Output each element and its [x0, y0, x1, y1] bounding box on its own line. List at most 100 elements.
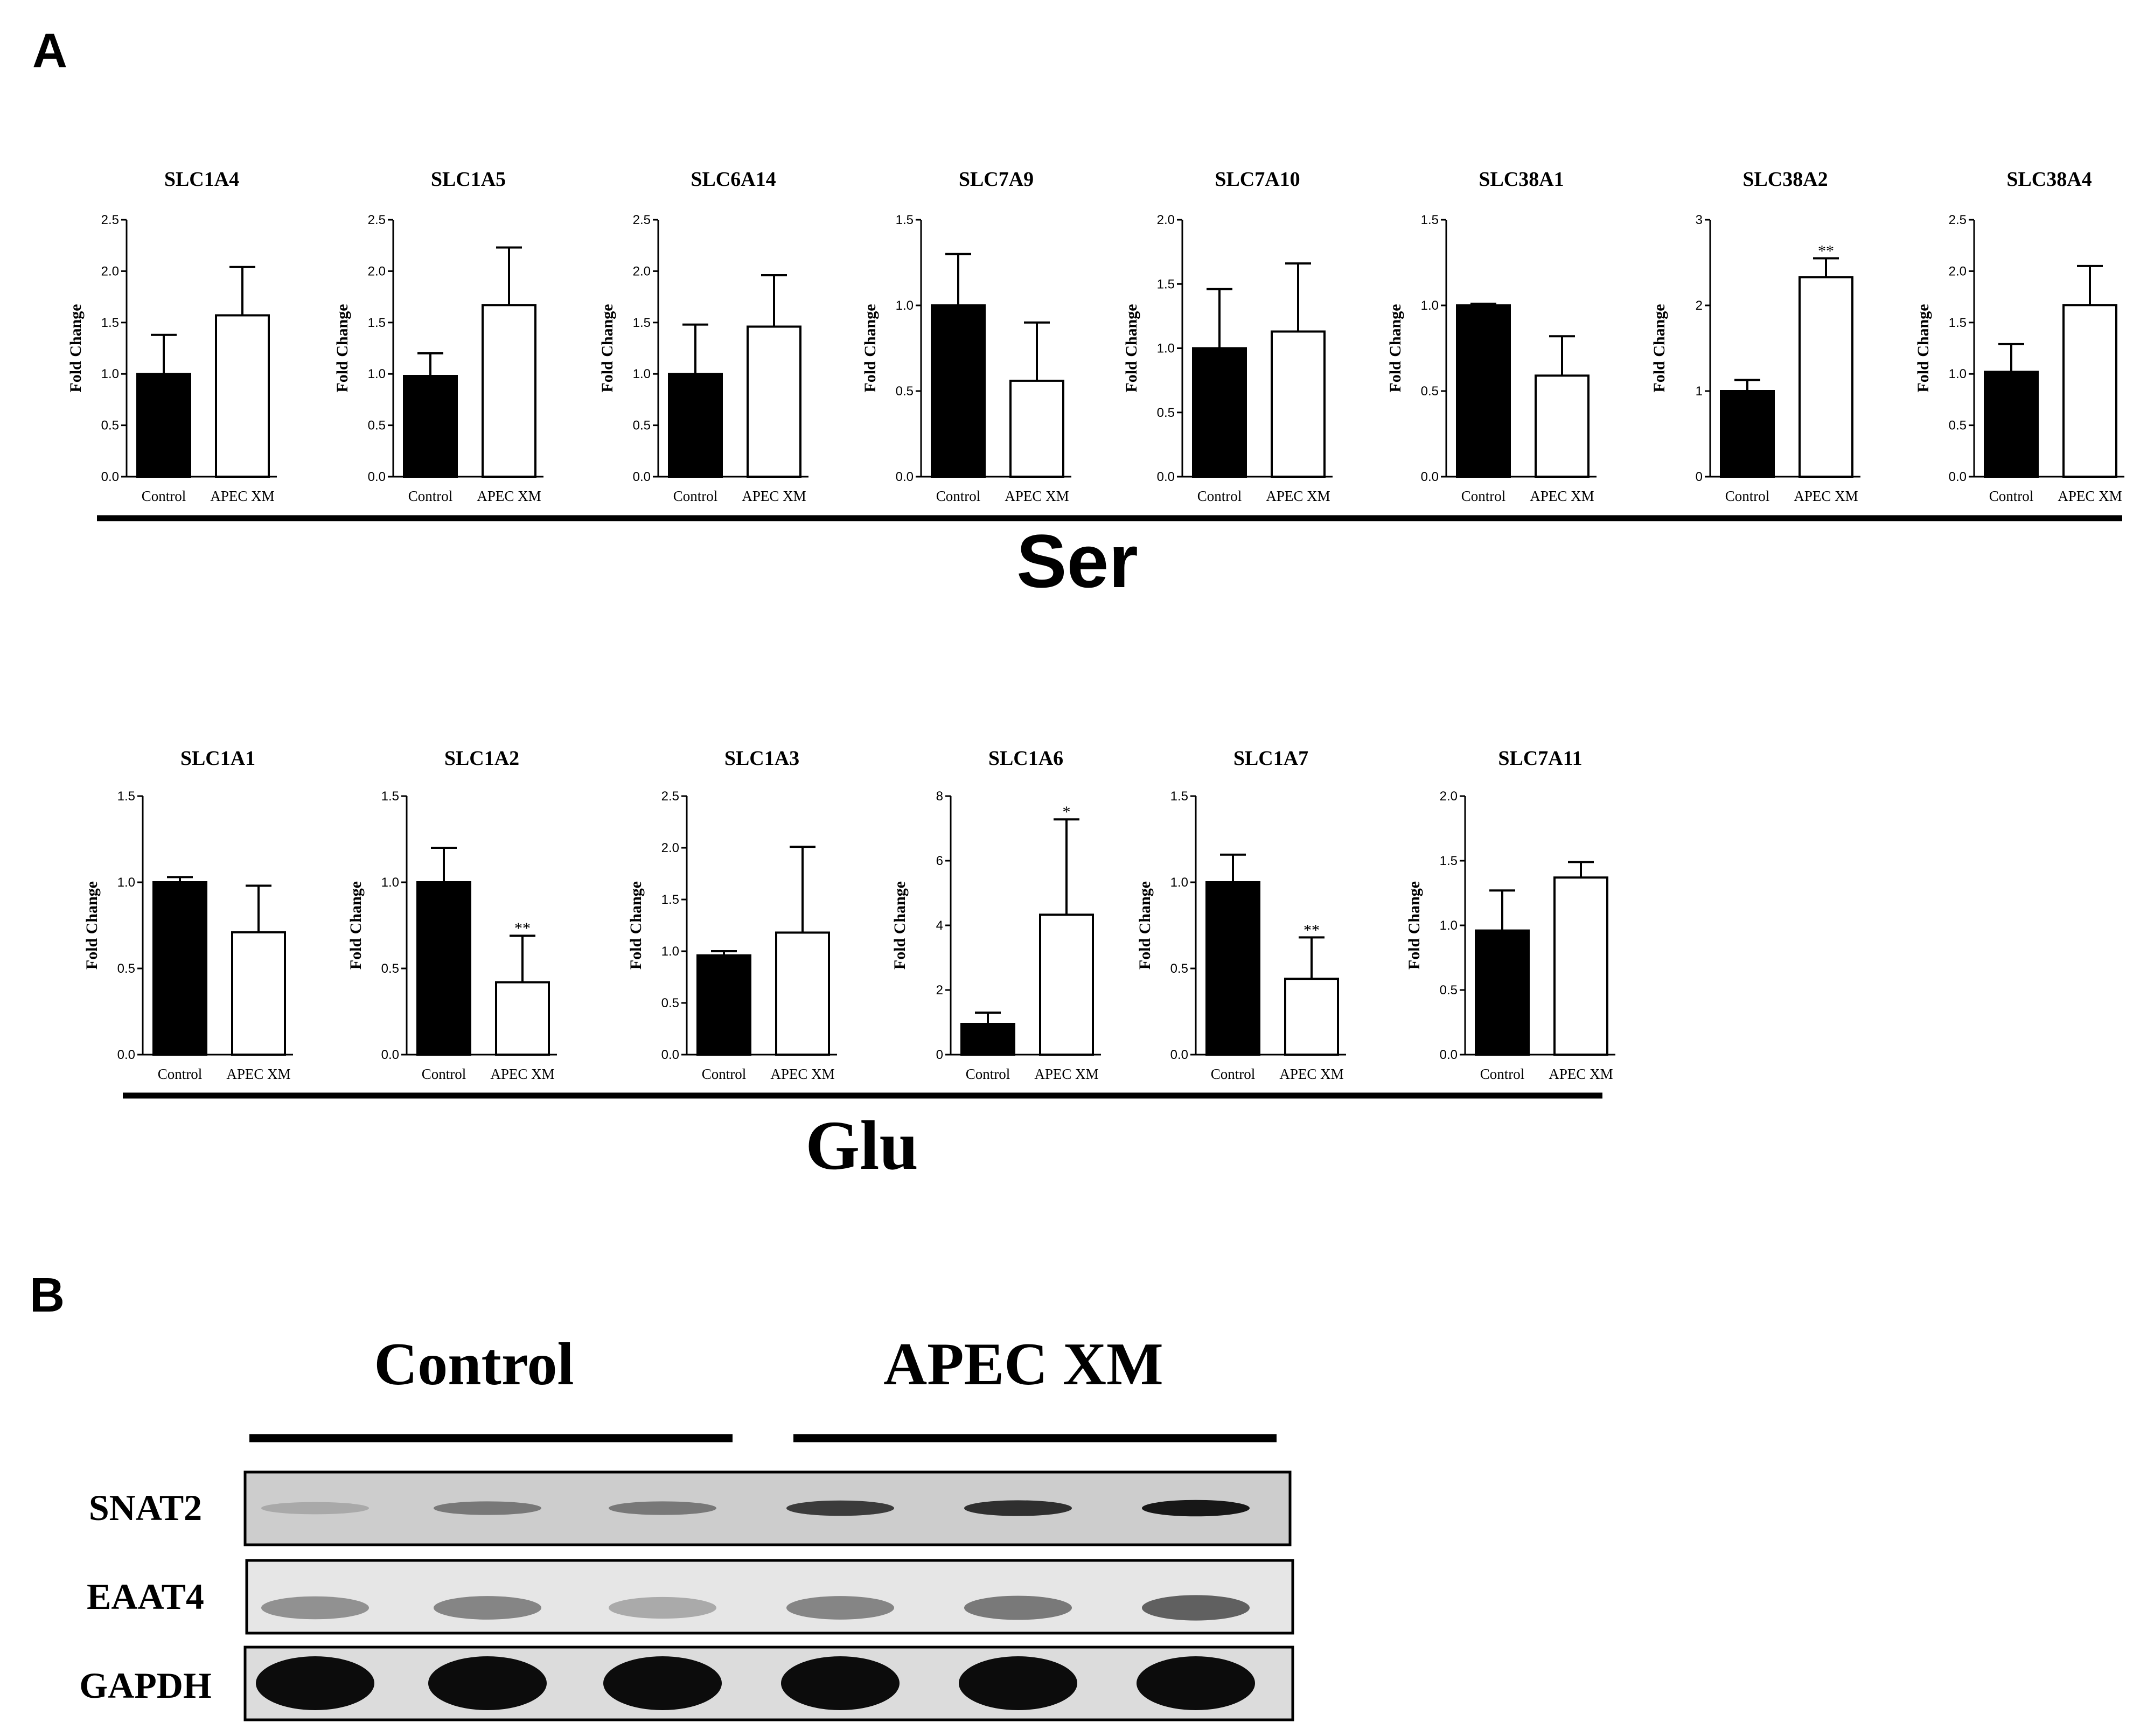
y-tick-label: 8 [936, 789, 943, 804]
y-axis-label: Fold Change [598, 304, 616, 392]
y-axis-label: Fold Change [861, 304, 879, 392]
category-label: Control [673, 488, 718, 504]
category-label: APEC XM [1794, 488, 1858, 504]
bar-apec-xm [495, 981, 550, 1056]
y-tick-label: 0.5 [1949, 419, 1967, 433]
blot-band [964, 1595, 1072, 1620]
y-tick-label: 0.5 [101, 419, 119, 433]
chart-slc1a2: SLC1A2 0.0 0.5 1.0 1.5 Fold Change Control APEC… [347, 747, 557, 1082]
bar-apec-xm [482, 304, 536, 478]
y-tick-label: 0.5 [896, 384, 914, 399]
bar-apec-xm [2062, 304, 2117, 478]
y-tick-label: 2.0 [1440, 789, 1458, 804]
blot-band [786, 1500, 894, 1516]
y-axis-label: Fold Change [83, 881, 101, 970]
chart-title: SLC38A4 [2006, 168, 2092, 191]
bar-apec-xm [747, 325, 801, 478]
y-axis-label: Fold Change [1650, 304, 1668, 392]
category-label: Control [1461, 488, 1506, 504]
category-label: Control [966, 1066, 1010, 1082]
blot-band [786, 1596, 894, 1620]
bar-control [416, 881, 471, 1056]
category-label: Control [422, 1066, 466, 1082]
category-label: APEC XM [770, 1066, 834, 1082]
y-axis-label: Fold Change [333, 304, 351, 392]
blot-column-apec-xm: APEC XM [883, 1331, 1163, 1398]
y-tick-label: 0.0 [661, 1048, 679, 1062]
chart-slc7a9: SLC7A9 0.0 0.5 1.0 1.5 Fold Change Control APEC… [861, 168, 1071, 504]
y-tick-label: 2.0 [633, 264, 651, 278]
chart-title: SLC1A4 [164, 168, 239, 191]
bar-apec-xm [1271, 330, 1326, 478]
category-label: APEC XM [490, 1066, 554, 1082]
y-tick-label: 0.5 [661, 996, 679, 1010]
bar-control [668, 373, 723, 478]
y-tick-label: 2.0 [661, 841, 679, 855]
blot-band [609, 1501, 716, 1515]
bar-control [960, 1023, 1015, 1056]
blot-row-eaat4: EAAT4 [87, 1559, 1294, 1635]
bar-apec-xm [1553, 876, 1608, 1056]
y-tick-label: 0.5 [368, 419, 386, 433]
y-tick-label: 0.5 [633, 419, 651, 433]
chart-title: SLC1A7 [1233, 747, 1308, 770]
bar-apec-xm [1039, 914, 1094, 1056]
chart-title: SLC6A14 [691, 168, 776, 191]
y-tick-label: 1.5 [1170, 789, 1188, 804]
y-tick-label: 1.0 [1157, 341, 1175, 356]
chart-slc38a1: SLC38A1 0.0 0.5 1.0 1.5 Fold Change Control APE… [1386, 168, 1597, 504]
y-axis-label: Fold Change [1914, 304, 1932, 392]
blot-row-label: EAAT4 [87, 1576, 204, 1617]
chart-title: SLC1A2 [444, 747, 519, 770]
category-label: Control [158, 1066, 203, 1082]
y-tick-label: 0 [1696, 470, 1703, 484]
y-tick-label: 1.0 [1170, 875, 1188, 890]
blot-row-label: GAPDH [79, 1665, 212, 1706]
chart-slc1a3: SLC1A3 0.0 0.5 1.0 1.5 2.0 2.5 Fold Change Contr… [627, 747, 837, 1082]
chart-title: SLC1A5 [431, 168, 506, 191]
chart-title: SLC7A9 [959, 168, 1034, 191]
bar-control [1475, 929, 1530, 1056]
y-tick-label: 0.5 [117, 961, 135, 976]
blot-column-control: Control [374, 1331, 574, 1398]
y-tick-label: 1.5 [1421, 213, 1439, 227]
y-tick-label: 0.5 [1421, 384, 1439, 399]
bar-apec-xm [1799, 276, 1853, 478]
y-tick-label: 2.0 [101, 264, 119, 278]
y-axis-label: Fold Change [1123, 304, 1140, 392]
category-label: Control [1989, 488, 2034, 504]
y-tick-label: 2 [1696, 298, 1703, 313]
blot-row-snat2: SNAT2 [89, 1470, 1292, 1546]
y-tick-label: 2.0 [368, 264, 386, 278]
chart-slc6a14: SLC6A14 0.0 0.5 1.0 1.5 2.0 2.5 Fold Change Cont… [598, 168, 808, 504]
chart-title: SLC1A3 [724, 747, 799, 770]
bar-apec-xm [1009, 379, 1064, 478]
ser-chart-row: SLC1A4 0.0 0.5 1.0 1.5 2.0 2.5 Fold Change Contr… [67, 168, 2124, 504]
blot-band [1137, 1656, 1255, 1710]
category-label: APEC XM [1279, 1066, 1343, 1082]
y-tick-label: 2.5 [661, 789, 679, 804]
category-label: Control [1197, 488, 1242, 504]
blot-band [964, 1500, 1072, 1516]
category-label: APEC XM [2058, 488, 2122, 504]
y-tick-label: 1.0 [896, 298, 914, 313]
y-tick-label: 1.0 [661, 944, 679, 959]
chart-slc7a10: SLC7A10 0.0 0.5 1.0 1.5 2.0 Fold Change Control… [1123, 168, 1333, 504]
bar-control [696, 954, 751, 1056]
y-tick-label: 0.5 [381, 961, 399, 976]
category-label: Control [142, 488, 186, 504]
significance-marker: ** [1303, 921, 1320, 939]
blot-band [1142, 1500, 1250, 1517]
y-axis-label: Fold Change [347, 881, 365, 970]
glu-chart-row: SLC1A1 0.0 0.5 1.0 1.5 Fold Change Control APEC… [83, 747, 1615, 1082]
blot-row-label: SNAT2 [89, 1487, 202, 1528]
y-axis-label: Fold Change [1405, 881, 1423, 970]
y-tick-label: 1.0 [101, 367, 119, 381]
blot-band [428, 1656, 547, 1710]
y-tick-label: 2.5 [1949, 213, 1967, 227]
category-label: APEC XM [477, 488, 541, 504]
bar-apec-xm [1535, 374, 1590, 478]
bar-control [931, 304, 986, 478]
y-tick-label: 2.0 [1157, 213, 1175, 227]
y-tick-label: 0.0 [1170, 1048, 1188, 1062]
